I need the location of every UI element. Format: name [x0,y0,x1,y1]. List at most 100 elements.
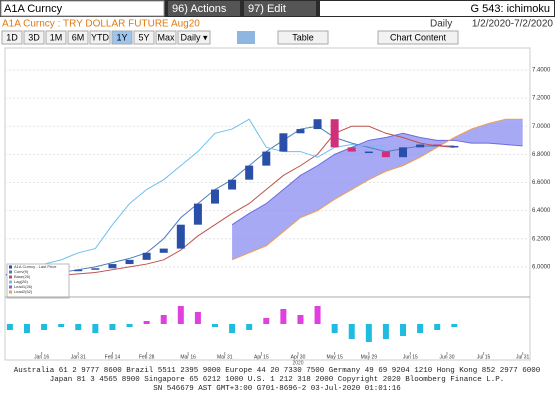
footer-line: SN 546679 AST GMT+3:00 G701-8696-2 03-Ju… [153,385,401,393]
ticker-box[interactable] [0,0,165,17]
indicator-bar [348,324,355,339]
actions-label[interactable]: 96) Actions [172,3,227,15]
candle [108,264,117,269]
range-button[interactable] [1,30,23,45]
range-button[interactable] [89,30,111,45]
y-tick-label: 6.8000 [532,152,551,158]
y-tick-label: 7.2000 [532,96,551,102]
range-button-label[interactable]: Max [157,32,175,42]
x-axis-year: 2020 [292,360,303,366]
indicator-bar [109,324,116,330]
security-name: A1A Curncy : TRY DOLLAR FUTURE Aug20 [2,19,200,30]
legend-label: Base(26) [14,274,31,279]
y-tick-label: 7.4000 [532,68,551,74]
indicator-bar [126,324,133,327]
candle [211,189,219,204]
candle [74,269,83,272]
range-button[interactable] [155,30,177,45]
legend-label: Lead2(52) [14,289,33,294]
table-button[interactable] [277,30,329,45]
table-label[interactable]: Table [292,32,314,42]
candle [142,252,151,260]
range-button[interactable] [111,30,133,45]
x-tick-label: Jan 16 [34,354,49,360]
candle [193,203,202,225]
indicator-bar [212,324,218,327]
draw-tool[interactable] [237,31,255,44]
actions-menu[interactable] [168,1,240,16]
candle [330,119,339,148]
button-row: 1D 3D 1M 6M YTD 1Y 5Y Max Daily ▾ [1,30,211,45]
indicator-bar [434,324,441,330]
candle [313,119,322,130]
legend-swatch [9,290,12,294]
indicator-bar [280,309,287,324]
range-button-label[interactable]: 1Y [116,32,127,42]
indicator-bar [382,324,389,339]
chart-area [4,47,531,361]
range-button-label[interactable]: YTD [91,32,110,42]
candle [176,224,185,249]
range-button[interactable] [67,30,89,45]
legend-swatch [9,280,12,284]
range-button[interactable] [133,30,155,45]
indicator-bar [75,324,82,330]
candle [228,179,237,190]
range-button-label[interactable]: 3D [28,32,40,42]
range-button-label[interactable]: Daily ▾ [180,32,208,42]
candle [262,151,271,166]
edit-label[interactable]: 97) Edit [248,3,286,15]
x-tick-label: Jul 15 [477,354,491,360]
screen-box [320,1,554,16]
screen-name: G 543: ichimoku [471,3,550,15]
overlay-line [231,132,523,226]
range-button[interactable] [45,30,67,45]
range-button-label[interactable]: 6M [72,32,85,42]
chart-content-button[interactable] [377,30,459,45]
chart: 6.0000 6.2000 6.4000 6.6000 6.8000 7.0000 7.20… [5,68,551,366]
candle [364,151,373,154]
indicator-bar [177,306,184,324]
legend-label: Conv(9) [14,269,29,274]
legend-label: A1A Curncy - Last Price [14,264,57,269]
indicator-bar [331,324,338,333]
candle [381,151,390,158]
y-tick-label: 6.4000 [532,208,551,214]
candle [159,248,168,253]
chart-content-label[interactable]: Chart Content [390,32,447,42]
y-tick-label: 6.6000 [532,180,551,186]
range-button[interactable] [23,30,45,45]
range-button-label[interactable]: 5Y [138,32,149,42]
legend-swatch [9,285,12,289]
legend-box [6,263,70,299]
indicator-bar [143,321,150,324]
range-button-label[interactable]: 1M [50,32,63,42]
indicator-bar [194,312,201,324]
indicator-bar [263,318,270,324]
edit-menu[interactable] [244,1,316,16]
cloud [232,119,523,260]
ticker[interactable]: A1A Curncy [4,3,63,15]
x-tick-label: Mar 31 [217,354,233,360]
legend-label: Lag(26) [14,279,28,284]
candle [125,259,134,265]
candle [91,268,100,270]
range-button[interactable] [177,30,211,45]
range-button-label[interactable]: 1D [6,32,18,42]
candle [245,165,254,180]
x-tick-label: Apr 15 [254,354,269,360]
x-tick-label: Mar 16 [180,354,196,360]
footer: Australia 61 2 9777 8600 Brazil 5511 239… [14,367,541,393]
overlay-line [231,118,523,261]
footer-line: Japan 81 3 4565 8900 Singapore 65 6212 1… [50,376,505,384]
candle [416,144,425,148]
indicator-bar [23,324,30,333]
x-tick-label: Jun 15 [403,354,418,360]
overlay-line [9,125,455,278]
x-tick-label: Jul 31 [516,354,530,360]
x-tick-label: Jan 31 [71,354,86,360]
indicator-bar [417,324,424,333]
candle [296,129,305,134]
